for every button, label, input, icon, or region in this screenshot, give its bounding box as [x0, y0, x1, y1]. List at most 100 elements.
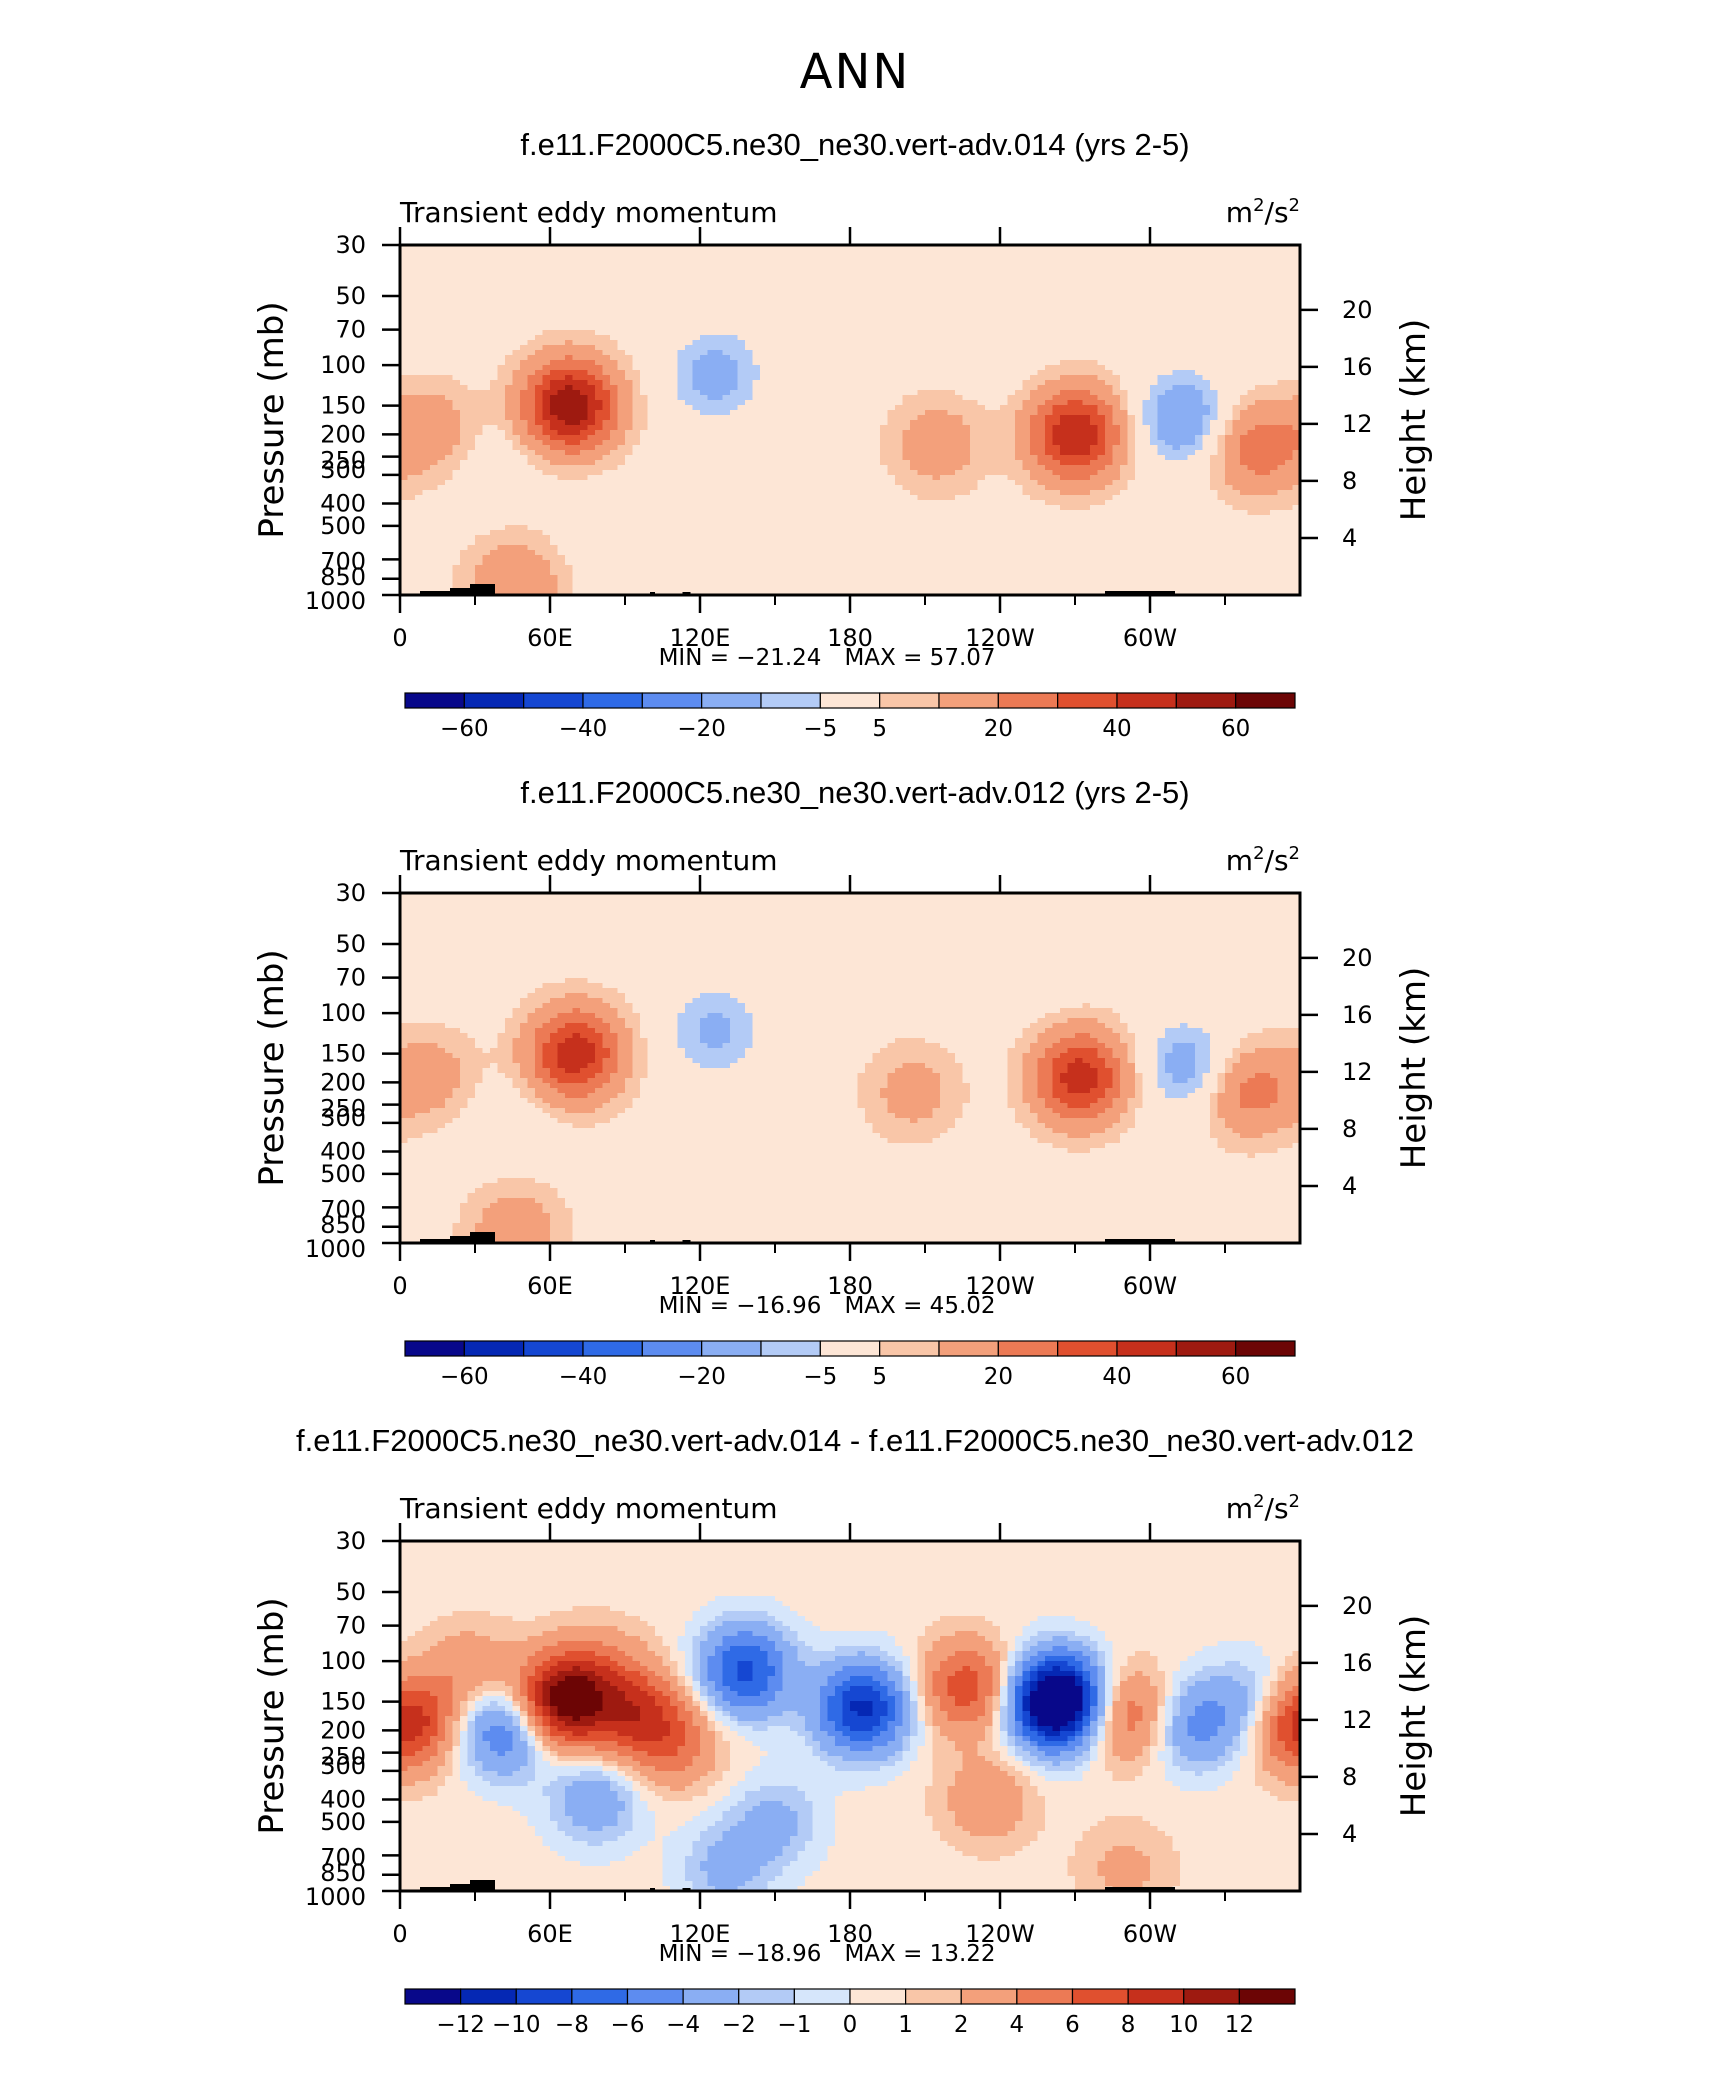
colorbar-label: 40	[1102, 1364, 1131, 1390]
y-right-tick-label: 4	[1342, 524, 1357, 552]
y-right-tick-label: 12	[1342, 1058, 1373, 1086]
y-tick-label: 50	[335, 1578, 366, 1606]
colorbar-label: 1	[898, 2012, 913, 2038]
y-axis-title: Pressure (mb)	[252, 949, 292, 1186]
colorbar-box	[1238, 1988, 1296, 2005]
colorbar-box	[701, 692, 762, 709]
y-tick-label: 70	[335, 316, 366, 344]
x-tick-label: 120E	[670, 1272, 731, 1300]
y-tick-label: 70	[335, 1612, 366, 1640]
y-right-tick-label: 4	[1342, 1172, 1357, 1200]
colorbar-box	[404, 692, 465, 709]
colorbar-box	[938, 692, 999, 709]
colorbar-box	[760, 1340, 821, 1357]
y-tick-label: 100	[320, 1647, 366, 1675]
colorbar-box	[879, 1340, 940, 1357]
y-tick-label: 700	[320, 547, 366, 575]
x-tick-label: 120W	[965, 1272, 1035, 1300]
colorbar-box	[1235, 692, 1296, 709]
y-tick-label: 500	[320, 512, 366, 540]
y-tick-label: 100	[320, 351, 366, 379]
colorbar-label: −12	[436, 2012, 485, 2038]
y-right-axis-title: Height (km)	[1394, 967, 1434, 1170]
colorbar-label: 0	[843, 2012, 858, 2038]
y-axis-title: Pressure (mb)	[252, 301, 292, 538]
y-tick-label: 700	[320, 1843, 366, 1871]
colorbar-label: 20	[984, 716, 1013, 742]
colorbar-box	[738, 1988, 795, 2005]
colorbar-box	[641, 692, 703, 709]
panel-1-chart: Transient eddy momentum m2/s2305070100150…	[252, 195, 1434, 742]
y-tick-label: 1000	[305, 587, 366, 615]
colorbar-label: −20	[677, 716, 726, 742]
x-tick-label: 60W	[1123, 1920, 1177, 1948]
y-tick-label: 400	[320, 1138, 366, 1166]
colorbar-box	[571, 1988, 629, 2005]
colorbar-label: −20	[677, 1364, 726, 1390]
y-tick-label: 700	[320, 1195, 366, 1223]
colorbar-box	[1175, 692, 1237, 709]
y-tick-label: 850	[320, 563, 366, 591]
y-tick-label: 200	[320, 420, 366, 448]
colorbar-box	[523, 692, 584, 709]
page-title: ANN	[0, 44, 1710, 100]
panel-1-title: f.e11.F2000C5.ne30_ne30.vert-adv.014 (yr…	[0, 127, 1710, 163]
y-right-axis-title: Height (km)	[1394, 319, 1434, 522]
x-tick-label: 120W	[965, 1920, 1035, 1948]
variable-label: Transient eddy momentum	[399, 196, 778, 229]
y-right-axis-title: Height (km)	[1394, 1615, 1434, 1818]
y-tick-label: 200	[320, 1716, 366, 1744]
y-tick-label: 30	[335, 1527, 366, 1555]
colorbar-box	[938, 1340, 999, 1357]
y-tick-label: 400	[320, 1786, 366, 1814]
y-tick-label: 30	[335, 231, 366, 259]
topography-andes	[1105, 1239, 1175, 1243]
x-tick-label: 120E	[670, 1920, 731, 1948]
colorbar-label: 5	[872, 716, 887, 742]
x-tick-label: 180	[827, 624, 873, 652]
x-tick-label: 180	[827, 1920, 873, 1948]
colorbar-label: 20	[984, 1364, 1013, 1390]
colorbar-box	[463, 1340, 525, 1357]
y-tick-label: 50	[335, 930, 366, 958]
colorbar-box	[1016, 1988, 1074, 2005]
x-tick-label: 0	[392, 1272, 407, 1300]
y-right-tick-label: 20	[1342, 1592, 1373, 1620]
colorbar-box	[641, 1340, 703, 1357]
colorbar-box	[404, 1340, 465, 1357]
x-tick-label: 0	[392, 1920, 407, 1948]
colorbar-box	[879, 692, 940, 709]
y-right-tick-label: 4	[1342, 1820, 1357, 1848]
variable-label: Transient eddy momentum	[399, 1492, 778, 1525]
y-right-tick-label: 16	[1342, 1649, 1373, 1677]
topography-asia	[420, 1232, 495, 1243]
y-right-tick-label: 20	[1342, 944, 1373, 972]
y-tick-label: 70	[335, 964, 366, 992]
colorbar-label: 8	[1121, 2012, 1136, 2038]
y-tick-label: 100	[320, 999, 366, 1027]
topography-andes	[1105, 1887, 1175, 1891]
colorbar-label: −1	[777, 2012, 811, 2038]
colorbar-box	[515, 1988, 573, 2005]
y-right-tick-label: 16	[1342, 353, 1373, 381]
y-tick-label: 250	[320, 1095, 366, 1123]
colorbar-box	[905, 1988, 962, 2005]
y-right-tick-label: 8	[1342, 467, 1357, 495]
y-tick-label: 400	[320, 490, 366, 518]
y-tick-label: 30	[335, 879, 366, 907]
colorbar-label: −2	[722, 2012, 756, 2038]
colorbar-box	[1175, 1340, 1237, 1357]
topography-asia	[420, 1880, 495, 1891]
colorbar-label: 10	[1169, 2012, 1198, 2038]
panel-3-title: f.e11.F2000C5.ne30_ne30.vert-adv.014 - f…	[0, 1423, 1710, 1459]
colorbar-box	[1057, 692, 1118, 709]
y-tick-label: 250	[320, 1743, 366, 1771]
colorbar-label: 60	[1221, 716, 1250, 742]
colorbar-label: 5	[872, 1364, 887, 1390]
x-tick-label: 60E	[527, 1272, 573, 1300]
y-right-tick-label: 8	[1342, 1763, 1357, 1791]
colorbar-box	[997, 692, 1059, 709]
max-label: MAX = 45.02	[844, 1293, 995, 1319]
colorbar-box	[960, 1988, 1018, 2005]
y-tick-label: 300	[320, 456, 366, 484]
